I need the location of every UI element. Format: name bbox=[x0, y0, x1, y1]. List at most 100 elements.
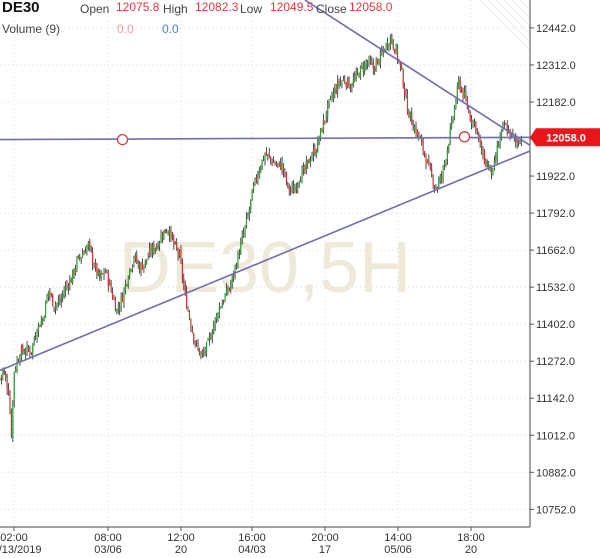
candle-body bbox=[516, 141, 518, 143]
candle-body bbox=[499, 135, 501, 144]
candle-body bbox=[265, 152, 268, 156]
candle-body bbox=[502, 124, 504, 129]
candle-body bbox=[445, 159, 447, 163]
candle-body bbox=[225, 288, 228, 296]
candle-body bbox=[482, 151, 484, 157]
corner-hatch bbox=[479, 0, 531, 51]
candle-body bbox=[302, 166, 305, 170]
candle-body bbox=[136, 255, 138, 263]
candle-body bbox=[452, 117, 454, 121]
candle-body bbox=[160, 234, 162, 243]
candle-body bbox=[446, 149, 448, 160]
candle-body bbox=[285, 173, 287, 183]
candle-body bbox=[10, 411, 12, 437]
candle-body bbox=[355, 71, 357, 78]
candle-body bbox=[64, 285, 67, 293]
candle-body bbox=[96, 263, 98, 275]
candle-body bbox=[12, 401, 14, 438]
candle-body bbox=[503, 124, 505, 126]
candle-body bbox=[308, 159, 310, 164]
candle-body bbox=[408, 112, 410, 118]
candle-body bbox=[241, 235, 243, 242]
candle-body bbox=[22, 346, 24, 353]
candle-body bbox=[7, 389, 10, 395]
high-value: 12082.3 bbox=[195, 0, 239, 14]
candle-body bbox=[381, 51, 383, 53]
candle-body bbox=[264, 154, 266, 160]
candle-body bbox=[422, 140, 424, 152]
candle-body bbox=[123, 289, 125, 303]
candle-body bbox=[476, 129, 478, 132]
candle-body bbox=[151, 245, 154, 254]
candle-body bbox=[43, 316, 45, 320]
candle-body bbox=[466, 99, 468, 109]
candle-body bbox=[30, 352, 32, 354]
candle-body bbox=[240, 241, 242, 255]
candle-body bbox=[334, 88, 336, 94]
candle-body bbox=[73, 269, 75, 275]
x-tick-date: 04/03 bbox=[238, 544, 266, 556]
candle-body bbox=[223, 301, 225, 303]
candle-body bbox=[213, 325, 215, 334]
y-tick-label: 11532.0 bbox=[536, 282, 575, 294]
candle-body bbox=[44, 301, 47, 318]
candle-body bbox=[423, 151, 426, 155]
candle-body bbox=[40, 320, 42, 327]
candle-body bbox=[66, 285, 68, 287]
open-value: 12075.8 bbox=[116, 0, 160, 14]
candle-body bbox=[9, 394, 11, 413]
candle-body bbox=[148, 248, 151, 257]
candle-body bbox=[104, 271, 107, 274]
candle-body bbox=[131, 265, 134, 271]
candle-body bbox=[315, 152, 317, 155]
candle-body bbox=[394, 48, 396, 54]
candle-body bbox=[347, 77, 349, 88]
candle-body bbox=[358, 73, 360, 78]
candle-body bbox=[475, 121, 477, 131]
candle-body bbox=[50, 294, 52, 296]
candle-body bbox=[67, 285, 69, 289]
candle-body bbox=[317, 138, 319, 153]
candle-body bbox=[307, 159, 309, 164]
candle-body bbox=[470, 119, 473, 124]
candle-body bbox=[134, 254, 136, 259]
candle-body bbox=[214, 317, 216, 327]
candle-body bbox=[99, 270, 101, 279]
candle-body bbox=[274, 162, 276, 165]
x-tick-date: 20 bbox=[465, 544, 477, 556]
low-value: 12049.5 bbox=[270, 0, 314, 14]
candle-body bbox=[492, 168, 494, 175]
candle-body bbox=[395, 45, 397, 54]
candle-body bbox=[82, 254, 84, 258]
candle-body bbox=[418, 131, 420, 137]
candle-body bbox=[20, 347, 22, 359]
candle-body bbox=[275, 164, 277, 166]
candle-body bbox=[300, 180, 302, 182]
candle-body bbox=[486, 160, 488, 168]
candle-body bbox=[133, 258, 135, 265]
candle-body bbox=[372, 63, 374, 69]
candle-body bbox=[254, 177, 256, 184]
candle-body bbox=[351, 86, 353, 88]
candle-body bbox=[369, 60, 372, 63]
candle-body bbox=[23, 353, 25, 355]
candle-body bbox=[301, 169, 303, 183]
candle-body bbox=[186, 291, 188, 309]
candle-body bbox=[59, 299, 61, 303]
candle-body bbox=[178, 251, 181, 257]
candle-body bbox=[127, 278, 129, 286]
candle-body bbox=[490, 165, 493, 175]
candle-body bbox=[49, 290, 51, 295]
candle-body bbox=[463, 91, 466, 98]
y-tick-label: 11792.0 bbox=[536, 208, 575, 220]
line-marker bbox=[116, 133, 129, 146]
candle-body bbox=[109, 281, 111, 286]
y-tick-label: 12182.0 bbox=[536, 97, 576, 109]
candle-body bbox=[282, 163, 285, 172]
candle-body bbox=[371, 62, 373, 64]
candle-body bbox=[453, 107, 456, 119]
trendline-horizontal-support bbox=[0, 136, 531, 141]
candle-body bbox=[431, 168, 433, 176]
candle-body bbox=[442, 166, 444, 178]
